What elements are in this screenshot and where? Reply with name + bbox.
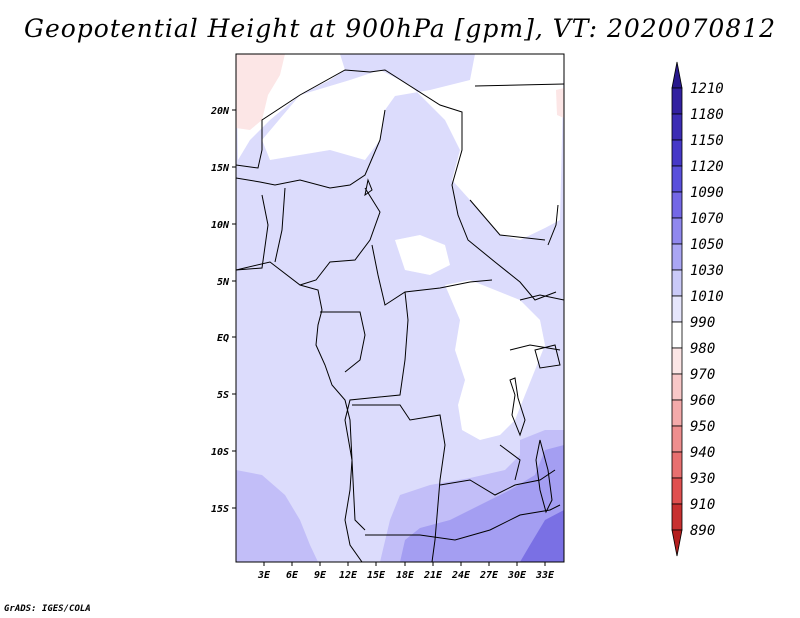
- border-line: [547, 204, 559, 246]
- lon-label-30e: 30E: [507, 570, 527, 581]
- lake-outline: [534, 344, 561, 369]
- border-line: [509, 344, 561, 351]
- lon-label-33e: 33E: [535, 570, 555, 581]
- colorbar-segment: [671, 451, 683, 479]
- colorbar-label: 1010: [690, 289, 724, 305]
- field-deep-se: [520, 510, 564, 562]
- lake-outline: [535, 439, 553, 514]
- field-white-north: [262, 54, 564, 240]
- lon-label-21e: 21E: [423, 570, 443, 581]
- lat-label-15n: 15N: [211, 163, 230, 174]
- colorbar-label: 990: [690, 315, 715, 331]
- colorbar-label: 1090: [690, 185, 724, 201]
- geopotential-field: [236, 54, 564, 562]
- map-frame: [235, 53, 565, 563]
- colorbar-segment: [671, 347, 683, 375]
- lat-label-5n: 5N: [217, 277, 230, 288]
- field-strong-se: [400, 445, 564, 562]
- border-line: [474, 83, 564, 87]
- field-white-central: [445, 280, 545, 440]
- field-mid-sw: [236, 470, 318, 562]
- colorbar-label: 930: [690, 471, 715, 487]
- colorbar-label: 1180: [690, 107, 724, 123]
- lat-label-10n: 10N: [211, 220, 230, 231]
- border-line: [236, 69, 557, 301]
- colorbar-label: 980: [690, 341, 715, 357]
- colorbar-segment: [671, 139, 683, 167]
- colorbar-segment: [671, 269, 683, 297]
- map-title: Geopotential Height at 900hPa [gpm], VT:…: [23, 14, 777, 43]
- grads-credit: GrADS: IGES/COLA: [4, 604, 91, 614]
- lat-label-5s: 5S: [217, 390, 229, 401]
- colorbar-label: 1050: [690, 237, 724, 253]
- colorbar-label: 970: [690, 367, 715, 383]
- colorbar-label: 960: [690, 393, 715, 409]
- colorbar-segment: [671, 87, 683, 115]
- colorbar-segment: [671, 399, 683, 427]
- border-line: [352, 404, 446, 562]
- country-borders: [236, 69, 564, 562]
- border-line: [236, 109, 386, 189]
- colorbar-segment: [671, 191, 683, 219]
- lon-label-15e: 15E: [367, 570, 386, 581]
- field-pink-nw: [236, 54, 285, 130]
- coastline: [236, 261, 363, 562]
- colorbar-segments: [671, 87, 683, 531]
- lat-label-eq: EQ: [217, 333, 229, 344]
- border-line: [469, 199, 546, 241]
- lon-label-9e: 9E: [314, 570, 327, 581]
- colorbar-label: 940: [690, 445, 715, 461]
- border-line: [320, 311, 366, 373]
- colorbar-label: 1150: [690, 133, 724, 149]
- lon-label-24e: 24E: [451, 570, 471, 581]
- colorbar-label: 1070: [690, 211, 724, 227]
- lon-label-3e: 3E: [257, 570, 271, 581]
- border-line: [365, 504, 561, 541]
- border-line: [274, 187, 286, 263]
- border-line: [344, 291, 409, 531]
- colorbar-segment: [671, 113, 683, 141]
- colorbar-label: 1210: [690, 81, 724, 97]
- field-pink-ne: [556, 88, 564, 118]
- lon-label-12e: 12E: [339, 570, 358, 581]
- colorbar-label: 1030: [690, 263, 724, 279]
- colorbar-segment: [671, 373, 683, 401]
- colorbar-segment: [671, 165, 683, 193]
- lat-label-15s: 15S: [211, 504, 229, 515]
- colorbar-label: 910: [690, 497, 715, 513]
- colorbar-segment: [671, 217, 683, 245]
- colorbar-segment: [671, 243, 683, 271]
- border-line: [519, 294, 564, 301]
- lon-axis: 3E 6E 9E 12E 15E 18E 21E 24E 27E 30E 33E: [257, 562, 555, 581]
- lake-outline: [509, 377, 526, 437]
- colorbar-label: 950: [690, 419, 715, 435]
- lat-axis: 20N 15N 10N 5N EQ 5S 10S 15S: [210, 106, 236, 515]
- colorbar-top-arrow: [671, 61, 683, 89]
- colorbar-segment: [671, 503, 683, 531]
- colorbar-segment: [671, 477, 683, 505]
- border-line: [499, 444, 521, 481]
- border-line: [299, 187, 381, 286]
- border-line: [439, 469, 556, 496]
- lake-outline: [364, 178, 373, 197]
- field-white-patch: [395, 235, 450, 275]
- lat-label-10s: 10S: [211, 447, 229, 458]
- colorbar-segment: [671, 321, 683, 349]
- lon-label-27e: 27E: [479, 570, 499, 581]
- colorbar-label: 1120: [690, 159, 724, 175]
- colorbar-label: 890: [690, 523, 715, 539]
- colorbar: 1210 1180 1150 1120 1090 1070 1050 1030 1010 990 9…: [671, 61, 724, 557]
- lon-label-6e: 6E: [286, 570, 299, 581]
- colorbar-segment: [671, 425, 683, 453]
- lon-label-18e: 18E: [396, 570, 415, 581]
- colorbar-labels: 1210 1180 1150 1120 1090 1070 1050 1030 1010 990 9…: [690, 81, 724, 539]
- lat-label-20n: 20N: [210, 106, 230, 117]
- colorbar-segment: [671, 295, 683, 323]
- colorbar-bottom-arrow: [671, 529, 683, 557]
- border-line: [236, 194, 269, 271]
